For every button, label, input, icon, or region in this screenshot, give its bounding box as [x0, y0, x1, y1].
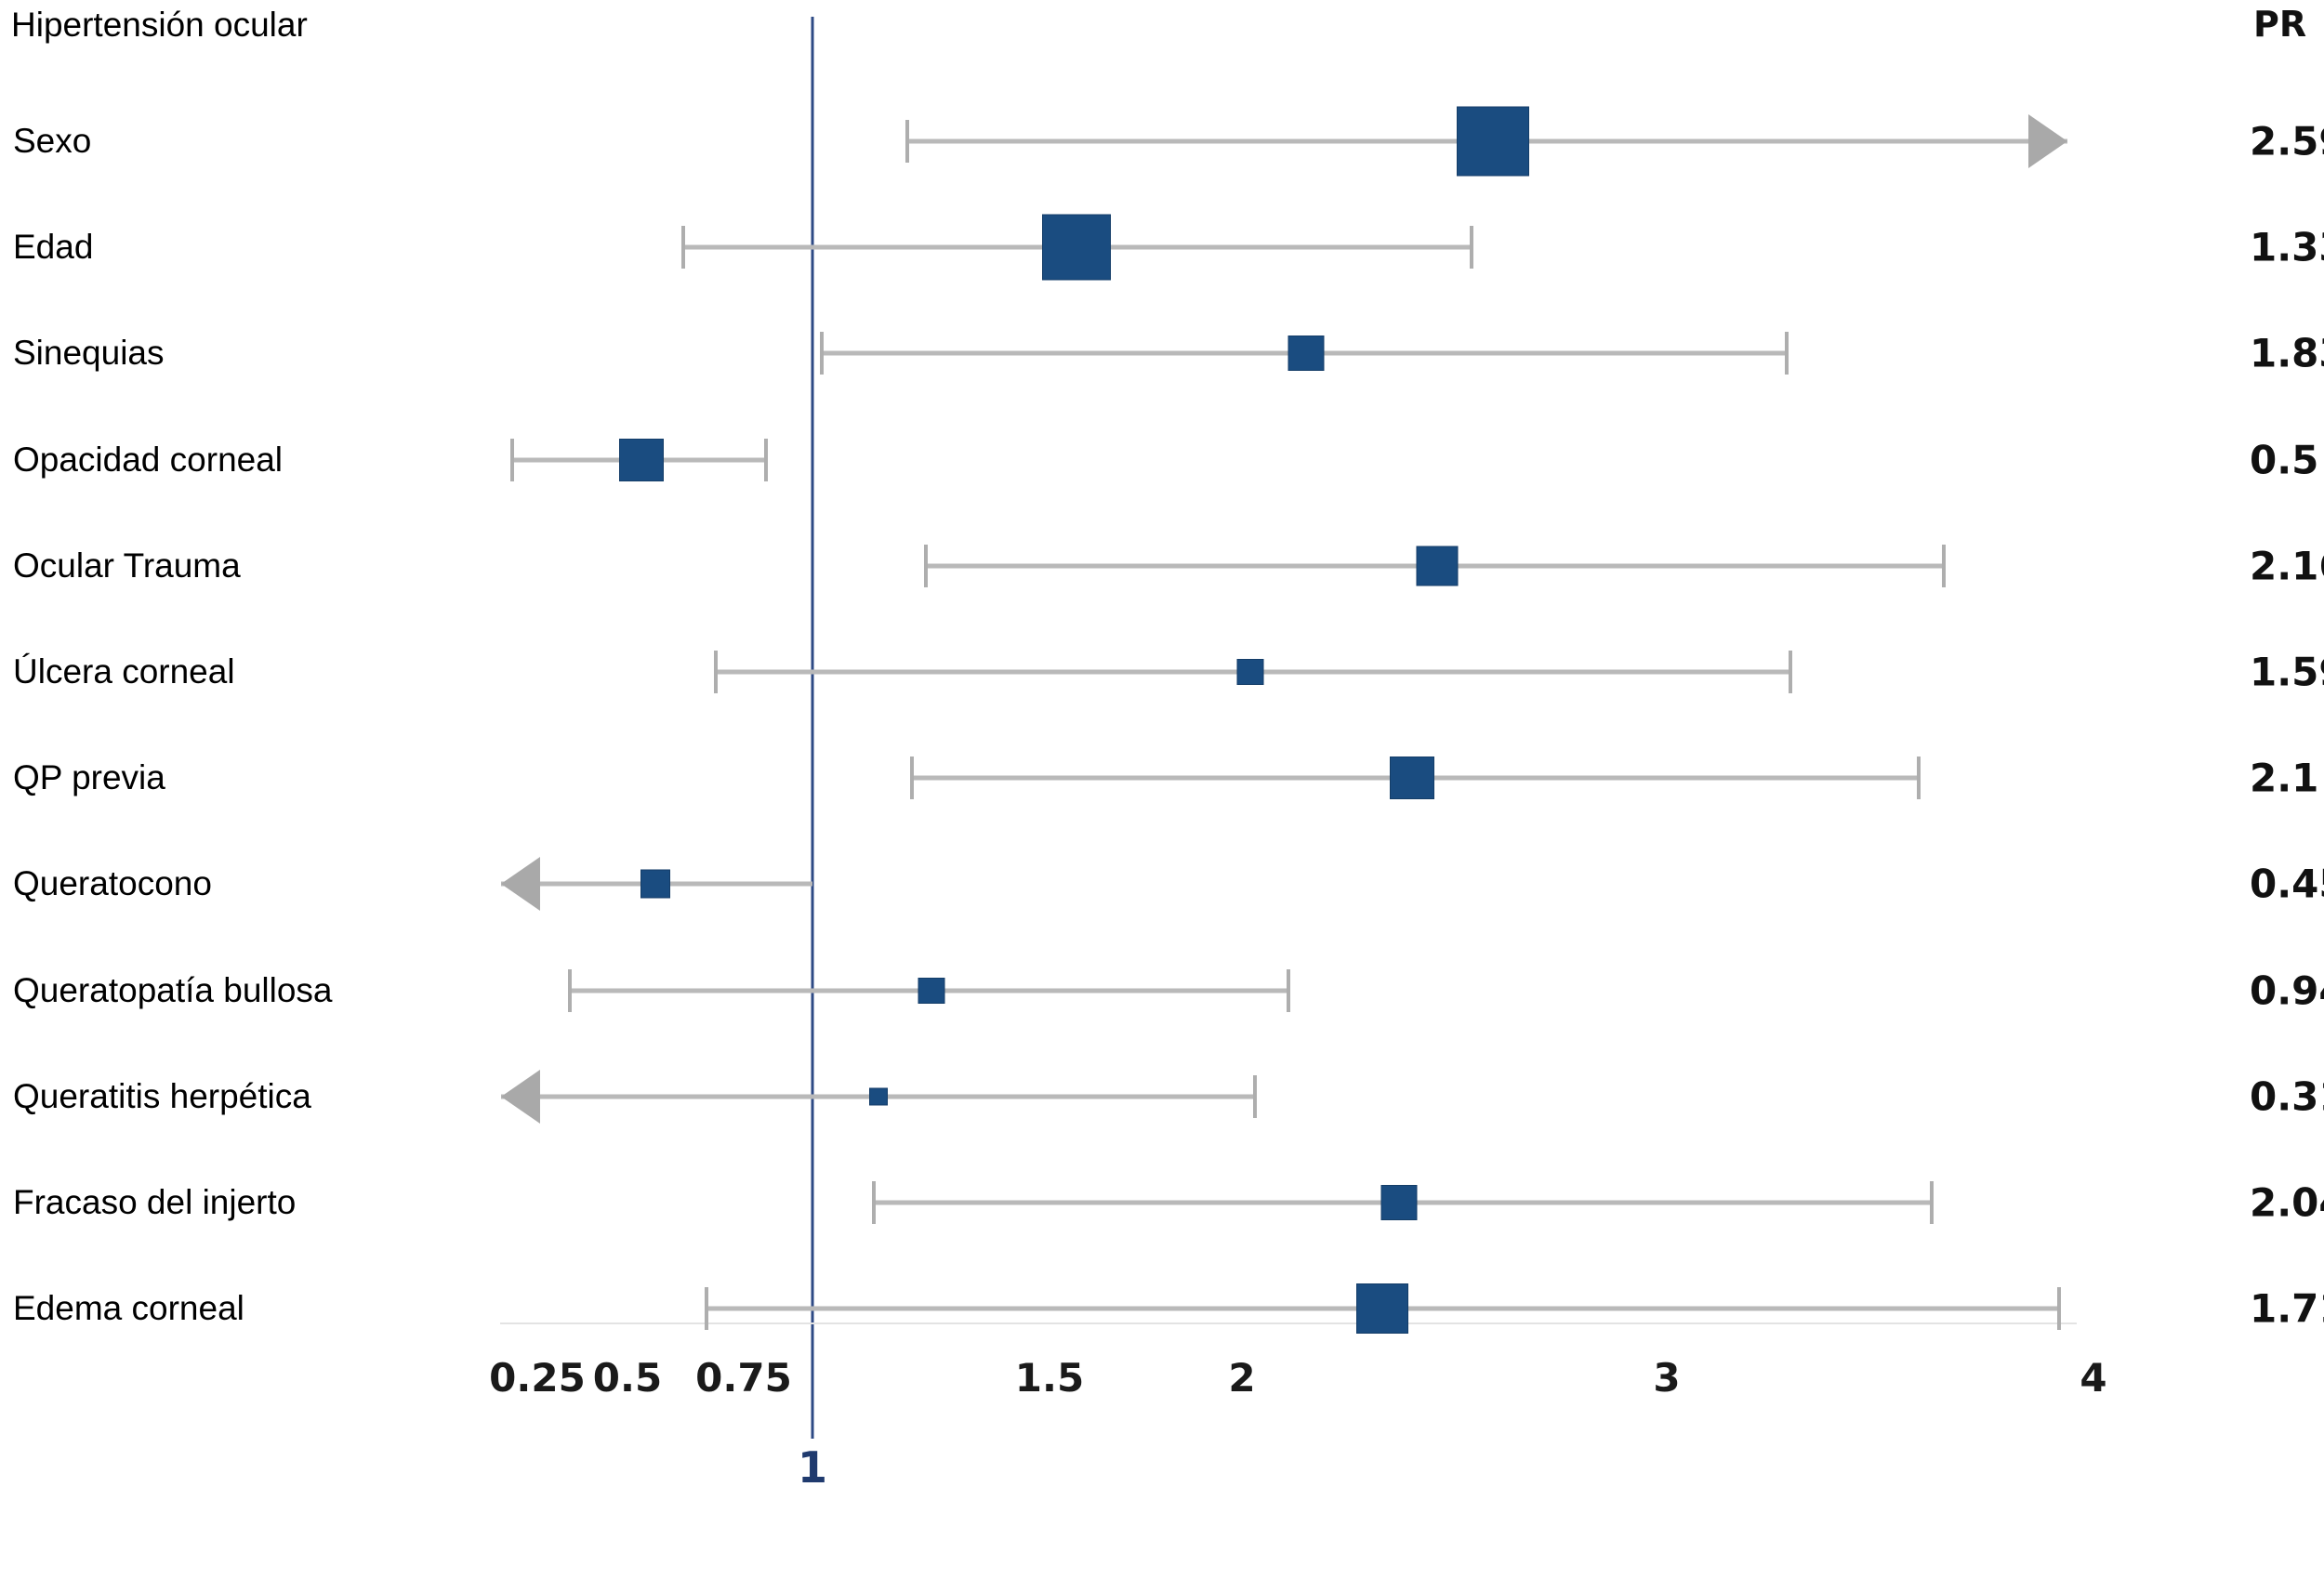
- point-estimate-square: [1287, 336, 1325, 372]
- pr-value: 0.45: [2250, 861, 2324, 907]
- pr-value: 2.16: [2250, 543, 2324, 589]
- point-estimate-square: [869, 1087, 889, 1106]
- point-estimate-square: [1380, 1185, 1418, 1220]
- ci-cap-left: [567, 968, 572, 1012]
- ci-cap-right: [1287, 968, 1291, 1012]
- ci-cap-right: [763, 438, 768, 481]
- outcome-title: Hipertensión ocular: [11, 6, 308, 44]
- ci-cap-left: [872, 1181, 877, 1224]
- ci-cap-left: [905, 120, 909, 163]
- ci-cap-left: [820, 332, 825, 375]
- row-label: Úlcera corneal: [13, 652, 235, 691]
- x-tick-label: 2: [1228, 1355, 1256, 1401]
- row-label: Sinequias: [13, 334, 165, 373]
- ci-cap-left: [509, 438, 514, 481]
- ci-cap-left: [924, 544, 929, 587]
- pr-value: 1.71: [2250, 1285, 2324, 1332]
- pr-column-header: PR: [2253, 4, 2307, 45]
- ci-cap-right: [1789, 651, 1793, 693]
- pr-value: 1.33: [2250, 224, 2324, 270]
- arrow-left-icon: [501, 857, 541, 912]
- pr-value: 2.1: [2250, 755, 2319, 801]
- reference-line-label: 1: [797, 1442, 828, 1493]
- x-tick-label: 3: [1653, 1355, 1681, 1401]
- ci-cap-left: [910, 757, 915, 800]
- arrow-right-icon: [2028, 114, 2068, 168]
- pr-value: 2.04: [2250, 1179, 2324, 1226]
- x-tick-label: 0.5: [592, 1355, 663, 1401]
- point-estimate-square: [1041, 214, 1111, 281]
- pr-value: 2.59: [2250, 118, 2324, 164]
- point-estimate-square: [1236, 659, 1264, 685]
- pr-value: 0.5: [2250, 437, 2319, 483]
- point-estimate-square: [1416, 546, 1459, 586]
- pr-value: 0.31: [2250, 1073, 2324, 1120]
- ci-cap-left: [681, 226, 685, 270]
- row-label: Ocular Trauma: [13, 546, 241, 585]
- point-estimate-square: [1355, 1283, 1408, 1335]
- row-label: QP previa: [13, 758, 165, 797]
- x-tick-label: 1.5: [1014, 1355, 1085, 1401]
- point-estimate-square: [640, 869, 670, 899]
- ci-cap-right: [1252, 1074, 1257, 1118]
- x-tick-label: 0.75: [695, 1355, 792, 1401]
- ci-cap-right: [2057, 1287, 2062, 1331]
- pr-value: 1.83: [2250, 330, 2324, 376]
- ci-cap-right: [1784, 332, 1789, 375]
- point-estimate-square: [1389, 757, 1434, 800]
- row-label: Edad: [13, 228, 94, 267]
- pr-value: 1.59: [2250, 649, 2324, 695]
- row-label: Opacidad corneal: [13, 440, 284, 479]
- ci-cap-right: [1469, 226, 1473, 270]
- x-tick-label: 0.25: [489, 1355, 586, 1401]
- point-estimate-square: [1456, 106, 1529, 177]
- reference-line: [811, 17, 814, 1439]
- row-label: Queratocono: [13, 864, 212, 903]
- row-label: Queratitis herpética: [13, 1076, 311, 1115]
- point-estimate-square: [619, 438, 664, 481]
- ci-cap-right: [1916, 757, 1921, 800]
- arrow-left-icon: [501, 1069, 541, 1124]
- row-label: Fracaso del injerto: [13, 1183, 297, 1221]
- ci-cap-right: [1929, 1181, 1934, 1224]
- point-estimate-square: [918, 977, 944, 1004]
- x-tick-label: 4: [2080, 1355, 2107, 1401]
- row-label: Sexo: [13, 122, 92, 160]
- row-label: Queratopatía bullosa: [13, 970, 333, 1009]
- ci-cap-left: [705, 1287, 708, 1331]
- row-label: Edema corneal: [13, 1289, 244, 1328]
- pr-value: 0.94: [2250, 967, 2324, 1014]
- x-axis-line: [500, 1322, 2077, 1324]
- ci-cap-left: [714, 651, 718, 693]
- ci-cap-right: [1942, 544, 1947, 587]
